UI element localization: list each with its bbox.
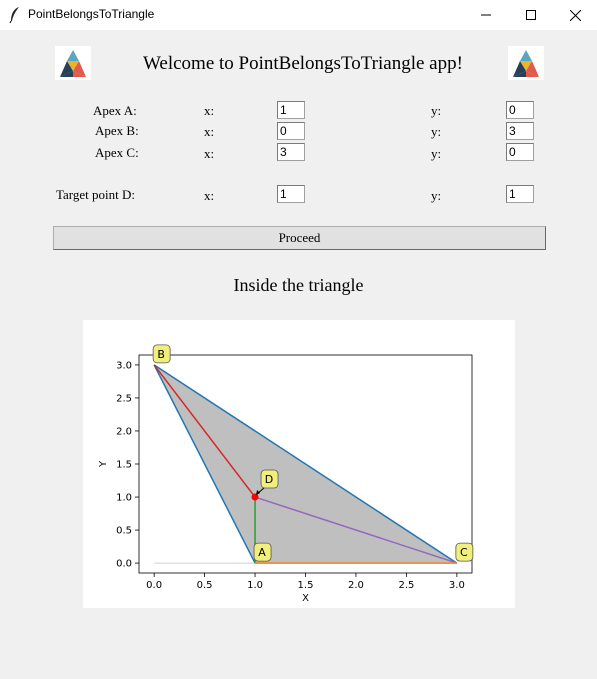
close-button[interactable] [552,0,597,30]
apex-c-x-label: x: [204,146,215,161]
x-tick-label: 3.0 [449,580,465,591]
logo-right [508,46,544,80]
apex-b-y-input[interactable]: 3 [506,122,534,140]
triangle-chart: 0.0 0.5 1.0 1.5 2.0 2.5 3.0 0.0 0.5 1.0 1.5 2.0 2.5 3… [98,344,474,604]
y-tick-label: 1.5 [116,460,132,471]
apex-b-x-input[interactable]: 0 [277,122,305,140]
triangle-plot: 0.0 0.5 1.0 1.5 2.0 2.5 3.0 0.0 0.5 1.0 1.5 2.0 2.5 3… [83,320,515,608]
apex-a-y-label: y: [431,103,442,118]
apex-c-y-label: y: [431,146,442,161]
x-tick-label: 1.5 [298,580,314,591]
x-tick-label: 0.5 [197,580,213,591]
window-title: PointBelongsToTriangle [28,7,155,21]
annotation-c: C [455,542,474,562]
minimize-icon [481,14,491,16]
y-tick-label: 1.0 [116,493,132,504]
apex-a-x-label: x: [204,103,215,118]
logo-left [55,46,91,80]
target-d-label: Target point D: [56,187,136,202]
segment-line [254,496,458,564]
annotation-label: B [157,348,165,361]
y-tick-label: 0.0 [116,559,132,570]
triangle-edge [153,364,458,564]
annotation-label: A [258,546,266,559]
x-tick-label: 1.0 [247,580,263,591]
minimize-button[interactable] [463,0,509,30]
target-d-y-input[interactable]: 1 [506,185,534,203]
apex-c-y-input[interactable]: 0 [506,143,534,161]
segment-line [153,364,256,498]
apex-b-label: Apex B: [95,123,139,138]
feather-icon [9,7,19,24]
point-d-marker [251,493,259,501]
annotation-label: D [265,473,273,486]
maximize-button[interactable] [508,0,554,30]
apex-b-x-label: x: [204,124,215,139]
apex-c-x-input[interactable]: 3 [277,143,305,161]
x-tick-label: 0.0 [146,580,162,591]
apex-b-y-label: y: [431,124,442,139]
annotation-d: D [256,469,279,496]
y-tick-label: 3.0 [116,360,132,371]
y-axis-label: Y [98,460,109,468]
apex-a-x-input[interactable]: 1 [277,101,305,119]
triangle-logo-icon [513,50,539,77]
y-tick-label: 2.5 [116,393,132,404]
apex-c-label: Apex C: [95,145,139,160]
title-bar: PointBelongsToTriangle [0,0,597,30]
close-icon [569,9,581,21]
triangle-logo-icon [60,50,86,77]
welcome-heading: Welcome to PointBelongsToTriangle app! [143,53,463,74]
apex-a-y-input[interactable]: 0 [506,101,534,119]
y-tick-label: 2.0 [116,426,132,437]
result-text: Inside the triangle [233,275,364,295]
proceed-button[interactable]: Proceed [53,226,546,250]
x-tick-label: 2.5 [398,580,414,591]
annotation-a: A [253,542,272,562]
annotation-b: B [152,344,171,364]
target-d-x-input[interactable]: 1 [277,185,305,203]
x-axis-label: X [302,593,309,604]
apex-a-label: Apex A: [93,103,137,118]
target-d-x-label: x: [204,188,215,203]
target-d-y-label: y: [431,188,442,203]
annotation-label: C [460,546,468,559]
y-tick-label: 0.5 [116,526,132,537]
maximize-icon [526,10,536,20]
triangle-edge [153,364,256,564]
x-tick-label: 2.0 [348,580,364,591]
